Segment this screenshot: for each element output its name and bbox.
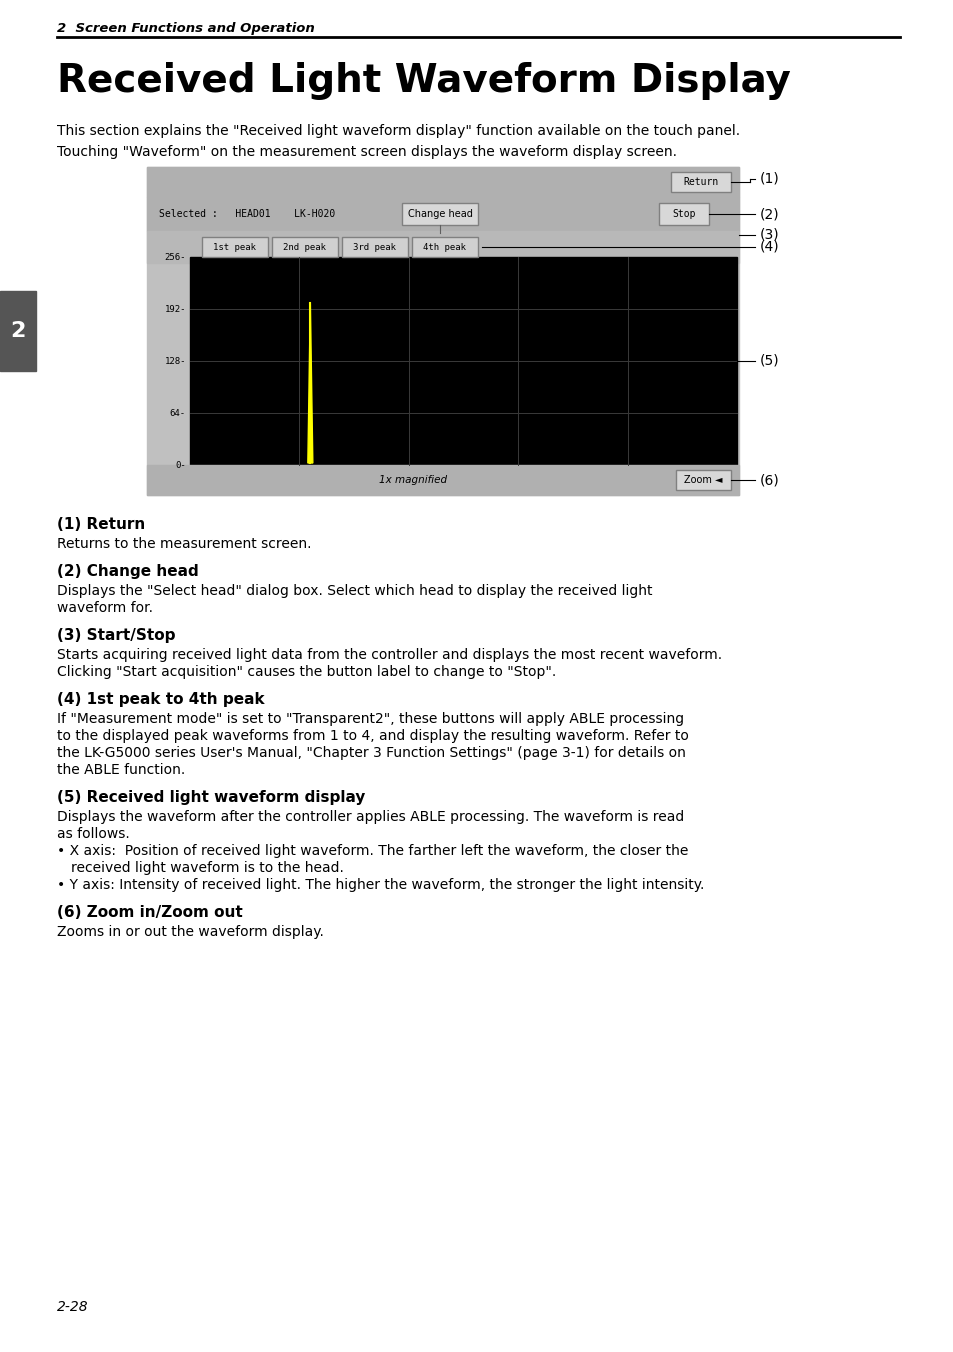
Text: Clicking "Start acquisition" causes the button label to change to "Stop".: Clicking "Start acquisition" causes the … — [57, 665, 556, 679]
Text: 256-: 256- — [164, 253, 186, 261]
Polygon shape — [308, 303, 313, 462]
Text: Touching "Waveform" on the measurement screen displays the waveform display scre: Touching "Waveform" on the measurement s… — [57, 145, 677, 160]
Text: to the displayed peak waveforms from 1 to 4, and display the resulting waveform.: to the displayed peak waveforms from 1 t… — [57, 729, 688, 744]
Bar — [147, 231, 739, 264]
Bar — [147, 465, 739, 495]
Text: 64-: 64- — [170, 408, 186, 418]
Text: Selected :   HEAD01    LK-H020: Selected : HEAD01 LK-H020 — [159, 210, 335, 219]
Text: (3): (3) — [760, 228, 779, 242]
Bar — [0, 291, 36, 370]
Text: Return: Return — [682, 177, 718, 187]
Text: This section explains the "Received light waveform display" function available o: This section explains the "Received ligh… — [57, 124, 740, 138]
Text: Returns to the measurement screen.: Returns to the measurement screen. — [57, 537, 312, 552]
FancyBboxPatch shape — [659, 203, 708, 224]
FancyBboxPatch shape — [412, 237, 477, 257]
Text: (5): (5) — [760, 354, 779, 368]
Bar — [147, 168, 739, 495]
Text: 0-: 0- — [175, 461, 186, 469]
Text: • X axis:  Position of received light waveform. The farther left the waveform, t: • X axis: Position of received light wav… — [57, 844, 688, 859]
Text: 192-: 192- — [164, 304, 186, 314]
Text: Displays the waveform after the controller applies ABLE processing. The waveform: Displays the waveform after the controll… — [57, 810, 683, 823]
Text: • Y axis: Intensity of received light. The higher the waveform, the stronger the: • Y axis: Intensity of received light. T… — [57, 877, 703, 892]
Text: (6): (6) — [760, 473, 779, 487]
Text: the LK-G5000 series User's Manual, "Chapter 3 Function Settings" (page 3-1) for : the LK-G5000 series User's Manual, "Chap… — [57, 746, 685, 760]
Text: Stop: Stop — [672, 210, 695, 219]
Text: the ABLE function.: the ABLE function. — [57, 763, 185, 777]
Text: (4): (4) — [760, 241, 779, 254]
Text: Zoom ◄: Zoom ◄ — [683, 475, 722, 485]
Text: 1x magnified: 1x magnified — [378, 475, 447, 485]
Text: as follows.: as follows. — [57, 827, 130, 841]
Text: Zooms in or out the waveform display.: Zooms in or out the waveform display. — [57, 925, 323, 940]
FancyBboxPatch shape — [272, 237, 337, 257]
Text: waveform for.: waveform for. — [57, 602, 152, 615]
Text: 1st peak: 1st peak — [213, 242, 256, 251]
Text: (2) Change head: (2) Change head — [57, 564, 198, 579]
FancyBboxPatch shape — [202, 237, 268, 257]
Bar — [190, 257, 737, 465]
Text: Received Light Waveform Display: Received Light Waveform Display — [57, 62, 790, 100]
Text: received light waveform is to the head.: received light waveform is to the head. — [71, 861, 343, 875]
Bar — [147, 168, 739, 197]
Text: 128-: 128- — [164, 357, 186, 365]
Text: Displays the "Select head" dialog box. Select which head to display the received: Displays the "Select head" dialog box. S… — [57, 584, 652, 598]
Text: (5) Received light waveform display: (5) Received light waveform display — [57, 790, 365, 804]
Text: Starts acquiring received light data from the controller and displays the most r: Starts acquiring received light data fro… — [57, 648, 721, 662]
Text: 2nd peak: 2nd peak — [283, 242, 326, 251]
Text: 2-28: 2-28 — [57, 1301, 89, 1314]
Text: Change head: Change head — [407, 210, 472, 219]
Text: 2  Screen Functions and Operation: 2 Screen Functions and Operation — [57, 22, 314, 35]
Text: (4) 1st peak to 4th peak: (4) 1st peak to 4th peak — [57, 692, 264, 707]
FancyBboxPatch shape — [401, 203, 477, 224]
Text: (1) Return: (1) Return — [57, 516, 145, 531]
Text: (2): (2) — [760, 207, 779, 220]
Text: (6) Zoom in/Zoom out: (6) Zoom in/Zoom out — [57, 904, 242, 919]
Text: If "Measurement mode" is set to "Transparent2", these buttons will apply ABLE pr: If "Measurement mode" is set to "Transpa… — [57, 713, 683, 726]
Text: 4th peak: 4th peak — [423, 242, 466, 251]
FancyBboxPatch shape — [676, 470, 730, 489]
Text: (3) Start/Stop: (3) Start/Stop — [57, 627, 175, 644]
Bar — [147, 197, 739, 231]
Text: (1): (1) — [760, 172, 779, 187]
Text: 3rd peak: 3rd peak — [354, 242, 396, 251]
FancyBboxPatch shape — [341, 237, 408, 257]
FancyBboxPatch shape — [670, 172, 730, 192]
Text: 2: 2 — [10, 320, 26, 341]
